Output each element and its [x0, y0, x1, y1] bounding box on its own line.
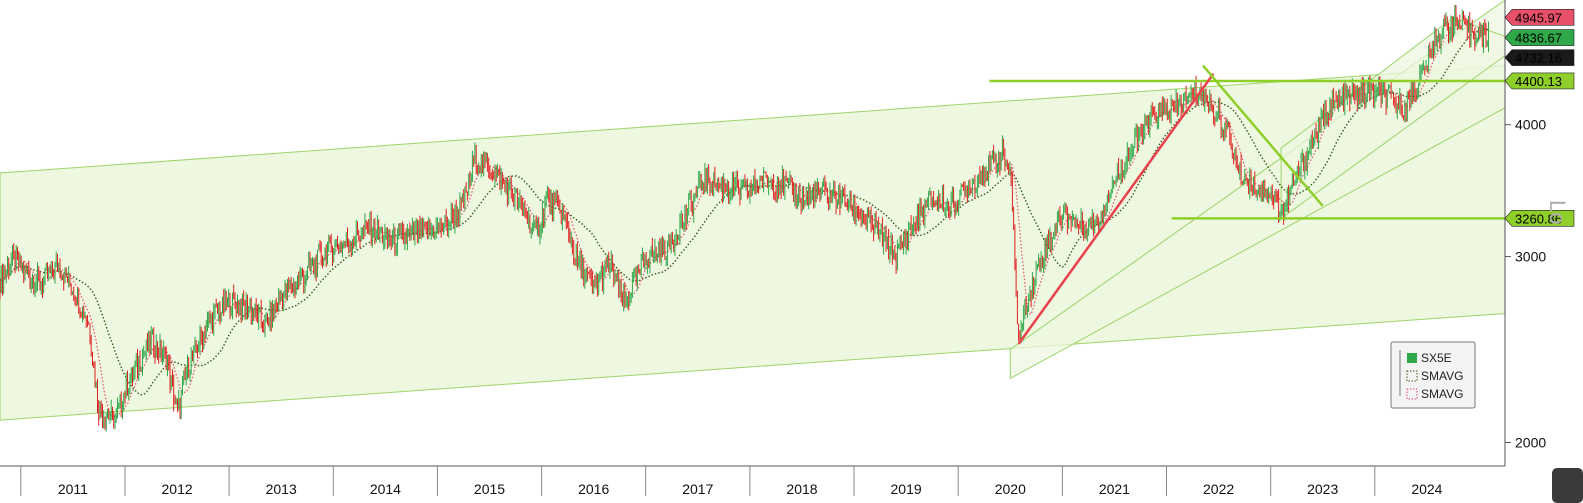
- price-label: 4732.16: [1504, 49, 1575, 66]
- price-labels: 4945.97 4836.67 4732.16 4400.13 3260.86: [1504, 9, 1575, 227]
- x-tick-label: 2018: [786, 481, 817, 497]
- x-tick-label: 2012: [162, 481, 193, 497]
- legend-label-sx5e: SX5E: [1421, 351, 1452, 365]
- price-label-text: 4836.67: [1515, 31, 1562, 46]
- x-tick-label: 2020: [995, 481, 1026, 497]
- x-tick-label: 2024: [1411, 481, 1442, 497]
- legend-label-smavg-1: SMAVG: [1421, 369, 1463, 383]
- candlestick-series: [0, 4, 1489, 432]
- legend-swatch-smavg-2: [1406, 388, 1418, 400]
- green-trendline: [1202, 64, 1324, 207]
- corner-widget[interactable]: [1552, 468, 1583, 503]
- x-tick-label: 2013: [266, 481, 297, 497]
- x-tick-label: 2023: [1307, 481, 1338, 497]
- price-label-text: 4945.97: [1515, 10, 1562, 25]
- price-label-text: 4400.13: [1515, 74, 1562, 89]
- price-label: 4836.67: [1504, 29, 1575, 46]
- x-tick-label: 2021: [1099, 481, 1130, 497]
- x-tick-label: 2019: [891, 481, 922, 497]
- y-tick-label: 2000: [1515, 435, 1546, 451]
- y-tick-label: 3000: [1515, 249, 1546, 265]
- legend-entry-smavg-2: SMAVG: [1406, 387, 1463, 401]
- legend-label-smavg-2: SMAVG: [1421, 387, 1463, 401]
- price-label: 4400.13: [1504, 72, 1575, 90]
- legend: SX5E SMAVG SMAVG: [1390, 341, 1476, 409]
- red-trendline: [1017, 73, 1215, 345]
- y-tick-label: 4000: [1515, 117, 1546, 133]
- price-label: 3260.86: [1504, 210, 1575, 227]
- legend-entry-smavg-1: SMAVG: [1406, 369, 1463, 383]
- trendlines: [989, 64, 1505, 345]
- x-tick-label: 2011: [58, 481, 88, 497]
- x-tick-label: 2022: [1203, 481, 1234, 497]
- price-label: 4945.97: [1504, 9, 1575, 26]
- legend-entry-sx5e: SX5E: [1407, 351, 1452, 365]
- legend-swatch-smavg-1: [1406, 370, 1418, 382]
- price-label-text: 4732.16: [1515, 51, 1562, 66]
- x-tick-label: 2014: [370, 481, 401, 497]
- x-tick-label: 2015: [474, 481, 505, 497]
- y-axis-ticks: 2000 3000 4000: [1505, 117, 1546, 451]
- legend-swatch-sx5e: [1407, 353, 1417, 363]
- x-tick-label: 2016: [578, 481, 609, 497]
- x-tick-label: 2017: [682, 481, 713, 497]
- sma-fast-line: [0, 21, 1489, 419]
- x-axis-ticks: 2011 2012 2013 2014 2015 2016 2017 2018 2019 2020…: [20, 466, 1443, 497]
- y-axis-side-label: Lo: [1545, 200, 1570, 224]
- sma-fast-path: [0, 21, 1489, 419]
- price-label-text: 3260.86: [1515, 211, 1562, 226]
